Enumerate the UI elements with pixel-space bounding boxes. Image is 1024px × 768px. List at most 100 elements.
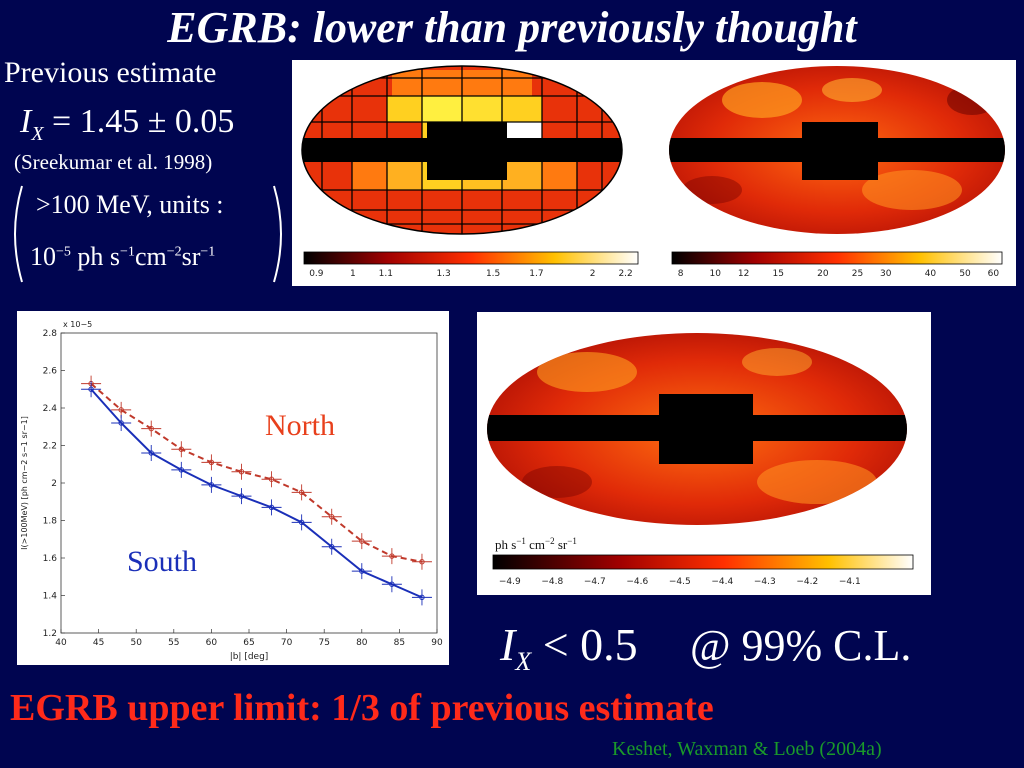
ix-symbol: I xyxy=(20,103,32,140)
colorbar-left-tick-label: 2.2 xyxy=(618,269,632,279)
ix-subscript: X xyxy=(31,122,44,145)
units-exp-3: −2 xyxy=(166,244,182,260)
colorbar-lower-tick-label: −4.1 xyxy=(839,577,861,587)
upper-limit-formula: IX < 0.5 xyxy=(500,618,638,677)
y-tick-label: 2.8 xyxy=(43,329,58,339)
data-point xyxy=(389,553,395,559)
x-tick-label: 50 xyxy=(130,638,142,648)
south-label: South xyxy=(127,545,197,578)
reference-citation: (Sreekumar et al. 1998) xyxy=(14,150,213,174)
units-line-2: 10−5 ph s−1cm−2sr−1 xyxy=(30,242,215,272)
colorbar-lower-tick-label: −4.6 xyxy=(626,577,648,587)
y-axis-label: I(>100MeV) [ph cm−2 s−1 sr−1] xyxy=(20,416,29,550)
colorbar-left-tick-label: 0.9 xyxy=(309,269,324,279)
slide-title: EGRB: lower than previously thought xyxy=(167,3,857,52)
y-multiplier: x 10−5 xyxy=(63,320,92,329)
y-tick-label: 1.4 xyxy=(43,592,58,602)
colorbar-lower xyxy=(492,554,914,570)
data-point xyxy=(389,581,395,587)
data-point xyxy=(268,504,275,511)
colorbar-left-tick-label: 1.1 xyxy=(379,269,393,279)
data-point xyxy=(359,568,365,574)
colorbar-left-tick-label: 1.5 xyxy=(486,269,500,279)
colorbar-right-tick-label: 10 xyxy=(710,269,722,279)
data-point xyxy=(178,446,185,452)
colorbar-right xyxy=(671,251,1003,265)
y-tick-label: 2.6 xyxy=(43,367,58,377)
y-tick-label: 2.2 xyxy=(43,442,57,452)
data-point xyxy=(419,559,425,565)
x-tick-label: 55 xyxy=(168,638,179,648)
data-point xyxy=(118,407,124,413)
data-point xyxy=(148,425,154,432)
x-tick-label: 90 xyxy=(431,638,443,648)
plot-frame xyxy=(60,332,438,634)
colorbar-left-tick-label: 1.3 xyxy=(436,269,450,279)
x-tick-label: 75 xyxy=(318,638,329,648)
data-point xyxy=(238,493,245,499)
units-ph-s: ph s xyxy=(70,242,121,271)
units-bracket: >100 MeV, units : 10−5 ph s−1cm−2sr−1 xyxy=(8,182,288,287)
colorbar-lower-tick-label: −4.4 xyxy=(711,577,733,587)
colorbar-right-tick-label: 12 xyxy=(738,269,749,279)
colorbar-right-tick-label: 60 xyxy=(988,269,1000,279)
colorbar-lower-tick-label: −4.8 xyxy=(541,577,563,587)
units-exp-4: −1 xyxy=(200,244,216,260)
x-tick-label: 40 xyxy=(55,638,67,648)
sky-maps-svg: 0.9 1 1.1 1.3 1.5 1.7 2 2.2 8 10 12 15 20 25 30 40 50 60 xyxy=(301,65,1005,279)
units-cm: cm xyxy=(134,242,167,271)
units-sr: sr xyxy=(181,242,201,271)
data-point xyxy=(329,514,335,520)
lower-sky-map xyxy=(487,333,907,525)
data-point xyxy=(178,467,185,473)
data-point xyxy=(298,489,305,496)
colorbar-lower-tick-label: −4.5 xyxy=(669,577,691,587)
x-tick-label: 45 xyxy=(93,638,104,648)
x-tick-label: 85 xyxy=(394,638,405,648)
ul-subscript: X xyxy=(515,647,532,677)
colorbar-right-tick-label: 20 xyxy=(817,269,829,279)
colorbar-lower-tick-label: −4.9 xyxy=(499,577,521,587)
x-axis-label: |b| [deg] xyxy=(230,652,269,662)
data-point xyxy=(359,538,365,544)
previous-estimate-label: Previous estimate xyxy=(4,56,217,89)
data-point xyxy=(208,482,215,488)
series-line-south xyxy=(90,388,423,599)
data-point xyxy=(118,420,124,426)
ix-value: = 1.45 ± 0.05 xyxy=(52,103,235,140)
x-tick-label: 60 xyxy=(206,638,218,648)
units-line-1: >100 MeV, units : xyxy=(36,190,224,219)
north-label: North xyxy=(265,409,335,442)
series-line-north xyxy=(90,382,423,563)
lower-map-svg: ph s−1 cm−2 sr−1 −4.9 −4.8 −4.7 −4.6 −4.5 −4.… xyxy=(487,333,914,587)
x-tick-label: 65 xyxy=(243,638,254,648)
data-point xyxy=(148,450,154,456)
data-point xyxy=(419,594,425,601)
colorbar-right-tick-label: 30 xyxy=(880,269,892,279)
intensity-vs-latitude-chart: 40 45 50 55 60 65 70 75 80 85 90 1.2 1.4 1.6 1.8 2 2.2 2.… xyxy=(17,311,449,665)
y-tick-label: 1.6 xyxy=(43,554,58,564)
lower-limit-map-panel: ph s−1 cm−2 sr−1 −4.9 −4.8 −4.7 −4.6 −4.5 −4.… xyxy=(477,312,931,595)
colorbar-left-tick-label: 1 xyxy=(350,269,356,279)
data-point xyxy=(298,519,305,526)
colorbar-right-tick-label: 25 xyxy=(852,269,863,279)
sky-maps-panel: 0.9 1 1.1 1.3 1.5 1.7 2 2.2 8 10 12 15 20 25 30 40 50 60 xyxy=(292,60,1016,286)
colorbar-left-tick-label: 2 xyxy=(590,269,596,279)
binned-sky-map xyxy=(302,66,622,234)
data-point xyxy=(238,469,245,475)
lower-unit-label: ph s−1 cm−2 sr−1 xyxy=(495,536,577,552)
data-point xyxy=(208,459,215,466)
colorbar-right-tick-label: 15 xyxy=(772,269,783,279)
colorbar-left xyxy=(303,251,639,265)
colorbar-lower-tick-label: −4.7 xyxy=(584,577,606,587)
ul-symbol: I xyxy=(500,619,516,670)
units-exp-1: −5 xyxy=(56,244,71,260)
colorbar-left-tick-label: 1.7 xyxy=(529,269,543,279)
paren-shapes xyxy=(14,185,282,283)
data-point xyxy=(268,476,275,482)
smooth-sky-map xyxy=(669,66,1005,234)
previous-estimate-formula: IX = 1.45 ± 0.05 xyxy=(20,103,234,146)
confidence-level: @ 99% C.L. xyxy=(690,621,912,670)
colorbar-lower-tick-label: −4.3 xyxy=(754,577,776,587)
credit-text: Keshet, Waxman & Loeb (2004a) xyxy=(612,738,882,760)
